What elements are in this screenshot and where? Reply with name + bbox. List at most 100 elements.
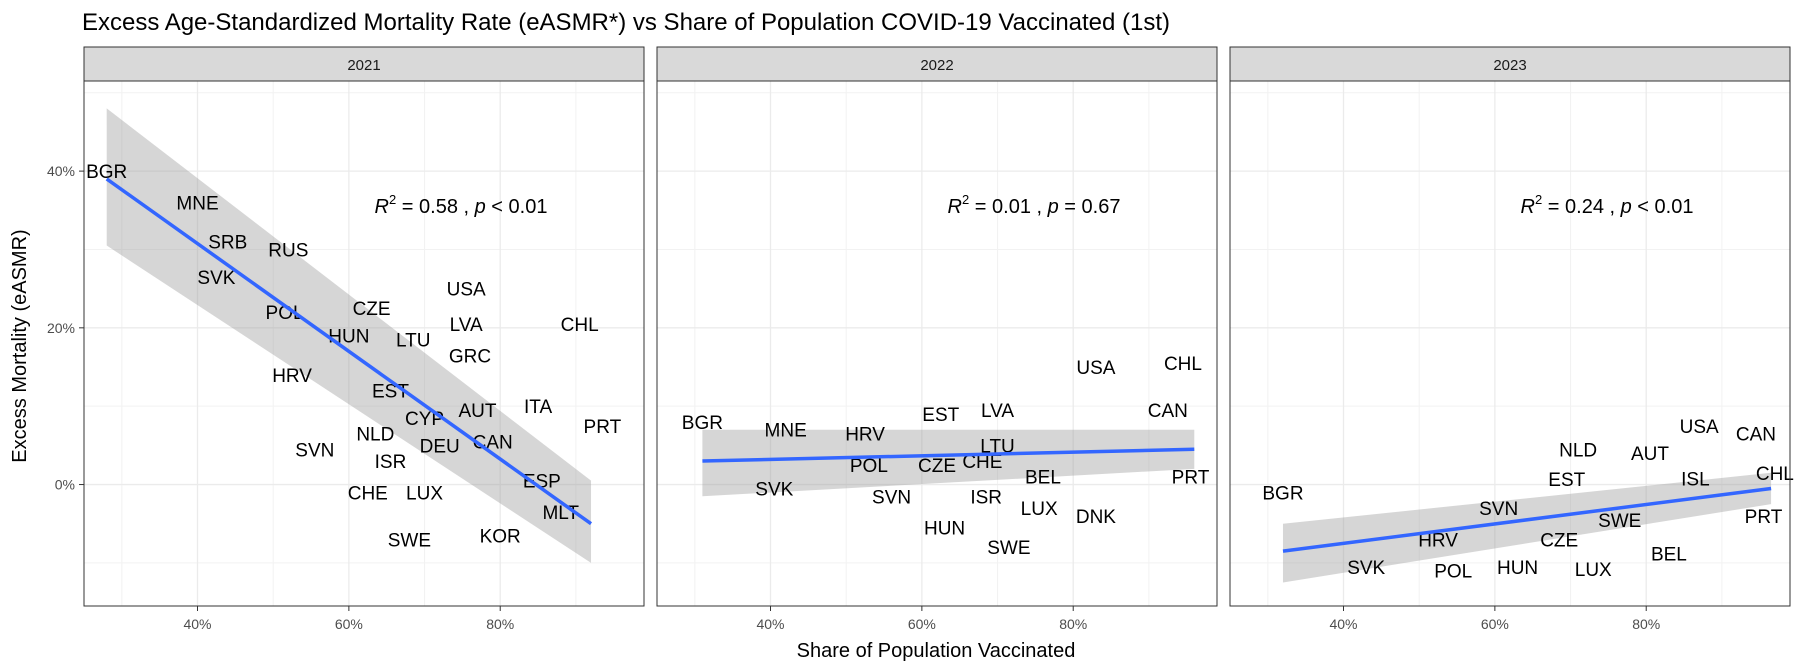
point-label: CZE bbox=[353, 299, 391, 320]
point-label: NLD bbox=[1559, 440, 1597, 461]
point-label: MNE bbox=[765, 421, 807, 442]
point-label: CHE bbox=[348, 483, 388, 504]
point-label: ISR bbox=[970, 487, 1002, 508]
x-tick-label: 40% bbox=[1329, 616, 1357, 632]
point-label: EST bbox=[922, 405, 959, 426]
point-label: CAN bbox=[1736, 425, 1776, 446]
point-label: ISL bbox=[1681, 469, 1710, 490]
confidence-band bbox=[702, 429, 1195, 497]
point-label: LUX bbox=[1575, 560, 1612, 581]
point-label: DEU bbox=[420, 436, 460, 457]
x-tick-label: 40% bbox=[183, 616, 211, 632]
point-label: CHE bbox=[962, 452, 1002, 473]
x-tick-label: 40% bbox=[756, 616, 784, 632]
plot-background bbox=[84, 81, 644, 606]
x-tick-label: 60% bbox=[908, 616, 936, 632]
point-label: SWE bbox=[388, 530, 431, 551]
point-label: ISR bbox=[375, 452, 407, 473]
point-label: SVN bbox=[295, 440, 334, 461]
point-label: SVK bbox=[1347, 558, 1385, 579]
point-label: AUT bbox=[1631, 444, 1669, 465]
point-label: POL bbox=[266, 303, 304, 324]
point-label: SWE bbox=[1598, 511, 1641, 532]
point-label: DNK bbox=[1076, 507, 1116, 528]
point-label: ITA bbox=[524, 397, 552, 418]
x-tick-label: 60% bbox=[335, 616, 363, 632]
y-tick-label: 20% bbox=[47, 320, 75, 336]
x-tick-label: 80% bbox=[486, 616, 514, 632]
point-label: POL bbox=[850, 456, 888, 477]
point-label: SWE bbox=[987, 538, 1030, 559]
confidence-band bbox=[106, 108, 592, 563]
facet-strip bbox=[83, 46, 645, 82]
point-label: SVN bbox=[1479, 499, 1518, 520]
facet-strip-label: 2022 bbox=[920, 57, 953, 74]
point-label: CHL bbox=[1164, 354, 1202, 375]
point-label: CYP bbox=[405, 409, 444, 430]
point-label: GRC bbox=[449, 346, 491, 367]
chart-title: Excess Age-Standardized Mortality Rate (… bbox=[82, 9, 1170, 36]
facet-strip bbox=[1229, 46, 1791, 82]
plot-background bbox=[657, 81, 1217, 606]
point-label: EST bbox=[1548, 470, 1585, 491]
point-label: CHL bbox=[1756, 464, 1794, 485]
point-label: BGR bbox=[682, 413, 723, 434]
x-tick-label: 80% bbox=[1059, 616, 1087, 632]
point-label: SRB bbox=[208, 233, 247, 254]
point-label: BGR bbox=[86, 162, 127, 183]
facet-strip-label: 2023 bbox=[1493, 57, 1526, 74]
point-label: USA bbox=[447, 280, 486, 301]
point-label: AUT bbox=[459, 401, 497, 422]
point-label: BGR bbox=[1262, 483, 1303, 504]
y-tick-label: 0% bbox=[55, 477, 75, 493]
stat-annotation: R2 = 0.01 , p = 0.67 bbox=[948, 192, 1121, 218]
confidence-band bbox=[1282, 472, 1772, 583]
point-label: HUN bbox=[924, 519, 965, 540]
point-label: CZE bbox=[918, 456, 956, 477]
point-label: PRT bbox=[1172, 468, 1210, 489]
stat-annotation: R2 = 0.58 , p < 0.01 bbox=[375, 192, 548, 218]
facet-panels: 2021 BGR MNE SRB RUS SVK POL CZE USA LVA CHL HUN LTU… bbox=[47, 46, 1794, 632]
point-label: KOR bbox=[480, 526, 521, 547]
point-label: HRV bbox=[1418, 530, 1458, 551]
point-label: NLD bbox=[356, 425, 394, 446]
point-label: SVN bbox=[872, 487, 911, 508]
point-label: LVA bbox=[981, 401, 1014, 422]
point-label: HRV bbox=[272, 366, 312, 387]
x-tick-label: 60% bbox=[1481, 616, 1509, 632]
x-axis-title: Share of Population Vaccinated bbox=[797, 640, 1076, 662]
point-label: PRT bbox=[1745, 507, 1783, 528]
point-label: CZE bbox=[1540, 530, 1578, 551]
point-label: LUX bbox=[1021, 499, 1058, 520]
point-label: USA bbox=[1076, 358, 1115, 379]
y-axis-title: Excess Mortality (eASMR) bbox=[9, 229, 31, 462]
point-label: HUN bbox=[1497, 558, 1538, 579]
point-label: MNE bbox=[176, 193, 218, 214]
point-label: BEL bbox=[1651, 545, 1687, 566]
facet-strip-label: 2021 bbox=[347, 57, 380, 74]
point-label: BEL bbox=[1025, 468, 1061, 489]
panel-border bbox=[1229, 80, 1791, 607]
point-label: USA bbox=[1680, 417, 1719, 438]
trend-line bbox=[702, 447, 1195, 463]
x-tick-label: 80% bbox=[1632, 616, 1660, 632]
facet-panel-2021: 2021 BGR MNE SRB RUS SVK POL CZE USA LVA CHL HUN LTU… bbox=[47, 46, 645, 632]
point-label: CAN bbox=[1148, 401, 1188, 422]
point-label: PRT bbox=[584, 417, 622, 438]
point-label: LVA bbox=[450, 315, 483, 336]
trend-line bbox=[1282, 486, 1772, 553]
point-label: LTU bbox=[396, 331, 430, 352]
facet-panel-2023: 2023 USA CAN NLD AUT CHL EST ISL BGR SVN PRT SWE HRV… bbox=[1229, 46, 1794, 632]
stat-annotation: R2 = 0.24 , p < 0.01 bbox=[1521, 192, 1694, 218]
point-label: SVK bbox=[755, 479, 793, 500]
point-label: SVK bbox=[197, 268, 235, 289]
point-label: RUS bbox=[268, 240, 308, 261]
point-label: ESP bbox=[523, 472, 561, 493]
y-tick-label: 40% bbox=[47, 163, 75, 179]
panel-border bbox=[83, 80, 645, 607]
point-label: CHL bbox=[561, 315, 599, 336]
point-label: LUX bbox=[406, 483, 443, 504]
point-label: HRV bbox=[845, 425, 885, 446]
